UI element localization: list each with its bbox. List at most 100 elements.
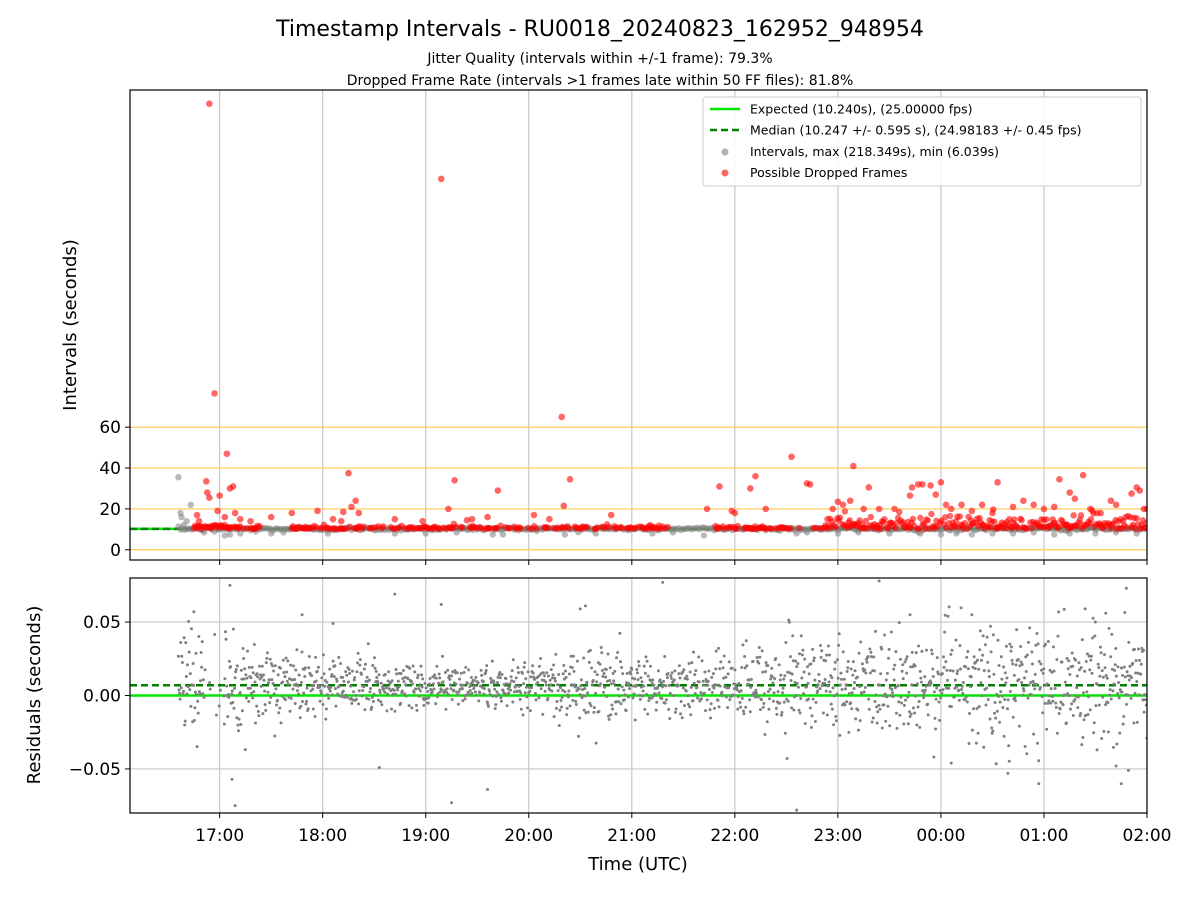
residual-point: [667, 707, 671, 711]
residual-point: [853, 680, 857, 684]
residual-point: [842, 677, 846, 681]
residual-point: [1040, 695, 1044, 699]
y-tick-label: 0.05: [83, 613, 121, 633]
residual-point: [693, 692, 697, 696]
dropped-frame-point: [288, 509, 296, 517]
dropped-frame-point: [419, 517, 426, 525]
residual-point: [199, 679, 203, 683]
residual-point: [529, 686, 533, 690]
residual-point: [745, 664, 749, 668]
residual-point: [408, 666, 412, 670]
residual-point: [1040, 668, 1044, 672]
residual-point: [445, 687, 449, 691]
residual-point: [741, 709, 745, 713]
residual-point: [427, 682, 431, 686]
residual-point: [1077, 661, 1081, 665]
residual-point: [419, 664, 423, 668]
residual-point: [840, 688, 844, 692]
residual-point: [794, 694, 798, 698]
residual-point: [786, 670, 790, 674]
residual-point: [697, 655, 701, 659]
residual-point: [307, 666, 311, 670]
dropped-frame-point: [1087, 515, 1095, 523]
residual-point: [598, 662, 602, 666]
residual-point: [1073, 697, 1077, 701]
residual-point: [456, 693, 460, 697]
residual-point: [281, 680, 285, 684]
residual-point: [527, 685, 531, 689]
residual-point: [1042, 667, 1046, 671]
residual-point: [394, 667, 398, 671]
residual-point: [1128, 664, 1132, 668]
residual-point: [443, 688, 447, 692]
residual-point: [834, 715, 838, 719]
residual-point: [253, 680, 257, 684]
residual-point: [859, 640, 863, 644]
residual-point: [650, 696, 654, 700]
chart-subtitle-line-2: Dropped Frame Rate (intervals >1 frames …: [347, 73, 854, 89]
residual-point: [868, 671, 872, 675]
residual-point: [456, 702, 460, 706]
residual-point: [285, 679, 289, 683]
residual-point: [187, 650, 191, 654]
x-tick-label: 23:00: [813, 826, 862, 846]
residual-point: [1002, 665, 1006, 669]
dropped-frame-point: [1050, 503, 1058, 511]
residual-point: [940, 691, 944, 695]
residual-point: [788, 671, 792, 675]
residual-point: [735, 686, 739, 690]
residual-point: [488, 693, 492, 697]
residual-point: [639, 685, 643, 689]
x-tick-label: 21:00: [607, 826, 656, 846]
residual-point: [749, 685, 753, 689]
residual-point: [920, 649, 924, 653]
residual-point: [735, 688, 739, 692]
residual-point: [433, 673, 437, 677]
residual-point: [180, 654, 184, 658]
residual-point: [341, 689, 345, 693]
residual-point: [290, 678, 294, 682]
residual-point: [1104, 611, 1108, 615]
dropped-frame-point: [1011, 516, 1018, 523]
residual-point: [526, 670, 530, 674]
residual-point: [319, 689, 323, 693]
residual-point: [595, 673, 599, 677]
residual-point: [942, 665, 946, 669]
residual-point: [1101, 675, 1105, 679]
dropped-frame-point: [891, 505, 898, 513]
residual-point: [270, 678, 274, 682]
residual-point: [1033, 687, 1037, 691]
residual-point: [975, 707, 979, 711]
residual-point: [499, 696, 503, 700]
residual-point: [670, 671, 674, 675]
residual-point: [478, 691, 482, 695]
residual-point: [622, 698, 626, 702]
dropped-frame-point: [229, 483, 237, 490]
residual-point: [884, 719, 888, 723]
residual-point: [838, 683, 842, 687]
dropped-frame-point: [1040, 505, 1048, 513]
residual-point: [1037, 759, 1041, 763]
interval-point: [1051, 531, 1058, 538]
residual-point: [799, 634, 803, 638]
residual-point: [860, 662, 864, 666]
residual-point: [953, 678, 957, 682]
residual-point: [502, 682, 506, 686]
residual-point: [985, 635, 989, 639]
residual-point: [766, 664, 770, 668]
residual-point: [329, 685, 333, 689]
residual-point: [1123, 610, 1127, 614]
residual-point: [830, 707, 834, 711]
residual-point: [1054, 705, 1058, 709]
residual-point: [833, 667, 837, 671]
residual-point: [1065, 656, 1069, 660]
residual-point: [344, 670, 348, 674]
residual-point: [1007, 744, 1011, 748]
residual-point: [884, 678, 888, 682]
residual-point: [969, 685, 973, 689]
residual-point: [622, 688, 626, 692]
residual-point: [802, 670, 806, 674]
residual-point: [550, 676, 554, 680]
residual-point: [651, 694, 655, 698]
residual-point: [608, 679, 612, 683]
